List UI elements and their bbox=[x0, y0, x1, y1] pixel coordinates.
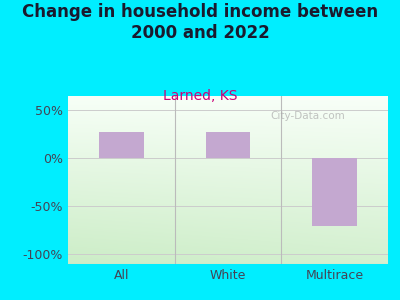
Text: Change in household income between
2000 and 2022: Change in household income between 2000 … bbox=[22, 3, 378, 42]
Bar bbox=[206, 133, 250, 158]
Bar bbox=[99, 131, 144, 158]
Text: City-Data.com: City-Data.com bbox=[271, 111, 345, 121]
Text: Larned, KS: Larned, KS bbox=[163, 88, 237, 103]
Bar bbox=[312, 158, 357, 226]
